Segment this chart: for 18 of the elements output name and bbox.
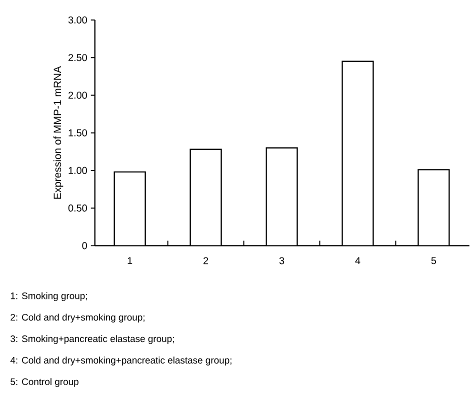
y-tick-label: 3.00 — [68, 16, 87, 24]
text: 5: Control group — [10, 378, 78, 387]
x-tick-label: 3 — [279, 256, 284, 264]
y-tick-label: 0.50 — [68, 204, 87, 212]
text: 1: Smoking group; — [10, 292, 87, 301]
y-tick-label: 0 — [82, 242, 87, 249]
x-tick-label: 4 — [355, 256, 360, 264]
x-tick-label: 1 — [128, 256, 132, 264]
text: 2: Cold and dry+smoking group; — [10, 313, 144, 322]
y-axis-title: Expression of MMP-1 mRNA — [53, 66, 64, 199]
y-tick-label: 1.50 — [68, 129, 87, 136]
text: 4: Cold and dry+smoking+pancreatic elastase group; — [10, 356, 232, 366]
text: 3: Smoking+pancreatic elastase group; — [10, 334, 174, 344]
y-tick-label: 2.50 — [68, 54, 87, 61]
y-tick-label: 1.00 — [68, 166, 87, 174]
y-tick-label: 2.00 — [68, 91, 87, 98]
x-tick-label: 5 — [431, 256, 436, 264]
x-tick-label: 2 — [204, 256, 208, 264]
